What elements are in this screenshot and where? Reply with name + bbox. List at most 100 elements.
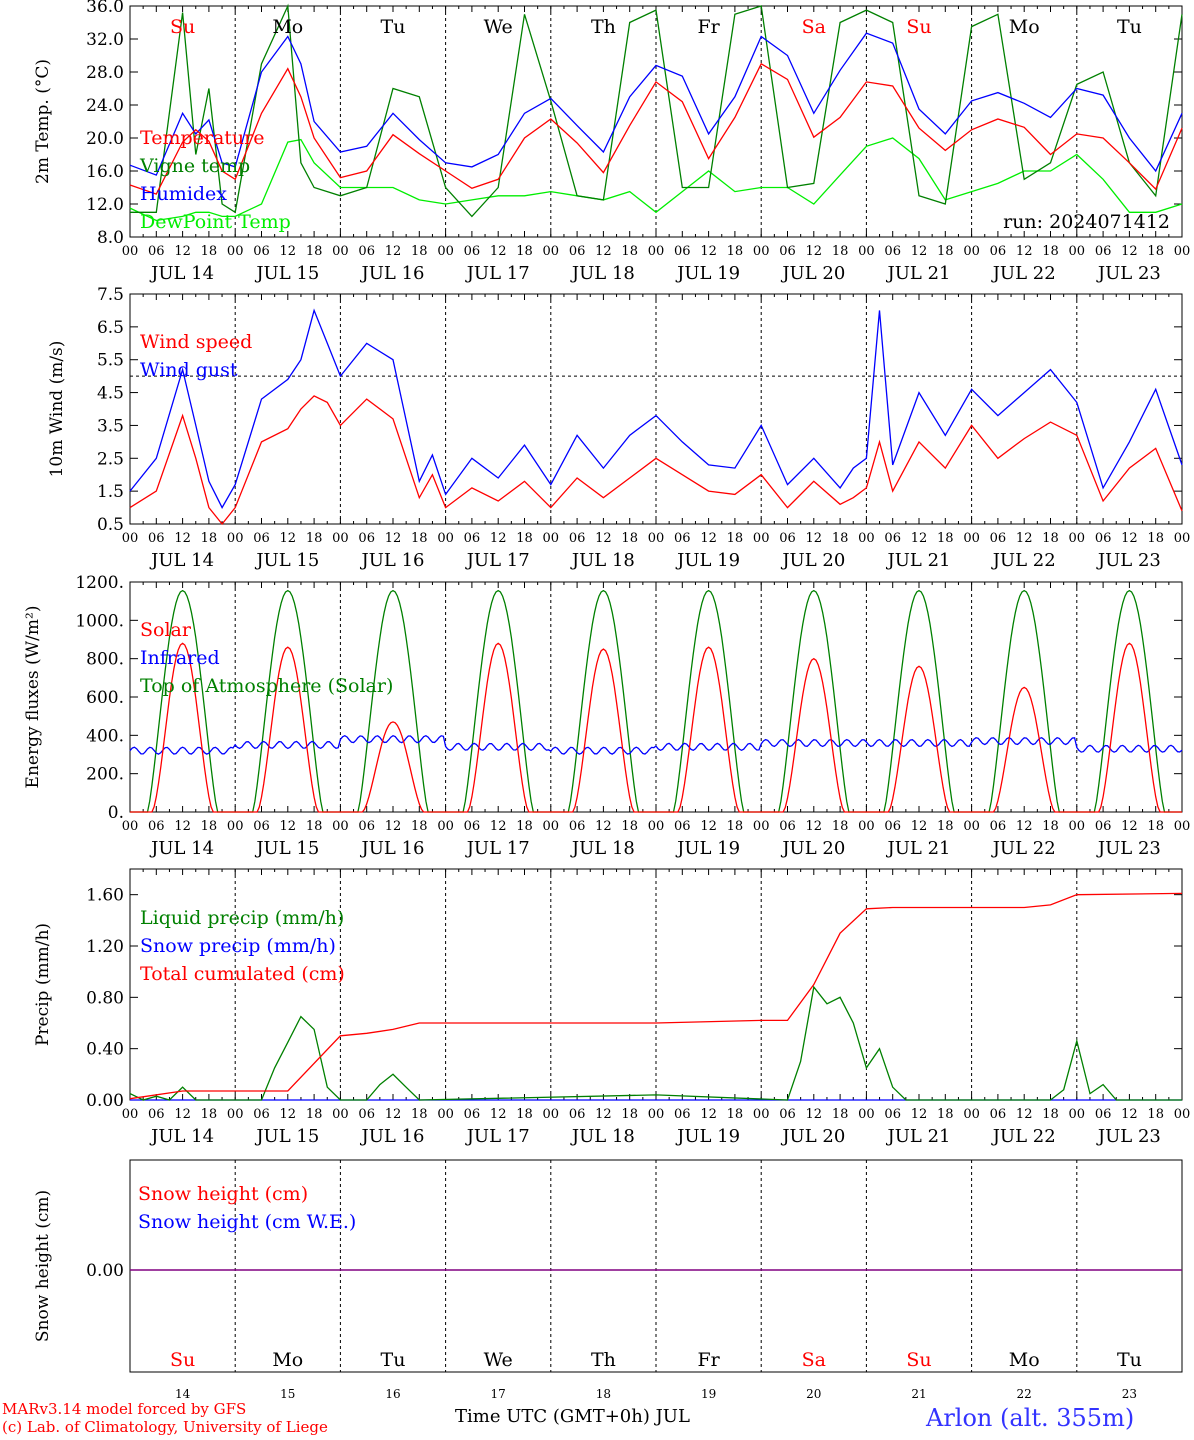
weekday-label: Fr (697, 1349, 720, 1371)
hour-tick-label: 18 (1042, 1107, 1059, 1122)
credit-line-2: (c) Lab. of Climatology, University of L… (2, 1418, 328, 1436)
hour-tick-label: 00 (858, 1107, 875, 1122)
weekday-label: Fr (697, 16, 720, 38)
hour-tick-label: 00 (1069, 819, 1086, 834)
vigne-temp-line (130, 3, 1183, 218)
day-number-label: 20 (806, 1387, 821, 1401)
weekday-label: Th (591, 16, 616, 38)
legend-entry: Top of Atmosphere (Solar) (140, 675, 393, 697)
y-tick-label: 0. (108, 803, 124, 823)
hour-tick-label: 18 (516, 531, 533, 546)
weekday-label: Su (906, 1349, 931, 1371)
hour-tick-label: 00 (858, 244, 875, 259)
hour-tick-label: 18 (937, 1107, 954, 1122)
hour-tick-label: 06 (884, 244, 901, 259)
hour-tick-label: 06 (884, 1107, 901, 1122)
weekday-label: Tu (381, 16, 406, 38)
day-label: JUL 22 (991, 1126, 1056, 1147)
y-tick-label: 0.00 (86, 1091, 124, 1111)
hour-tick-label: 00 (543, 819, 560, 834)
day-label: JUL 19 (675, 550, 740, 571)
day-label: JUL 20 (780, 838, 845, 859)
hour-tick-label: 18 (516, 244, 533, 259)
y-tick-label: 200. (86, 765, 124, 785)
hour-tick-label: 06 (358, 531, 375, 546)
weekday-label: We (484, 1349, 513, 1371)
solar-line (130, 642, 1182, 813)
hour-tick-label: 06 (1095, 531, 1112, 546)
legend-entry: Liquid precip (mm/h) (140, 907, 344, 929)
day-label: JUL 15 (254, 1126, 319, 1147)
hour-tick-label: 06 (569, 244, 586, 259)
hour-tick-label: 12 (490, 244, 507, 259)
hour-tick-label: 06 (779, 244, 796, 259)
day-label: JUL 21 (886, 1126, 951, 1147)
day-label: JUL 21 (886, 550, 951, 571)
hour-tick-label: 06 (569, 819, 586, 834)
hour-tick-label: 06 (358, 244, 375, 259)
hour-tick-label: 12 (1016, 531, 1033, 546)
hour-tick-label: 00 (332, 1107, 349, 1122)
hour-tick-label: 06 (148, 244, 165, 259)
hour-tick-label: 00 (437, 819, 454, 834)
hour-tick-label: 00 (543, 1107, 560, 1122)
hour-tick-label: 12 (700, 531, 717, 546)
hour-tick-label: 12 (595, 1107, 612, 1122)
weekday-label: Sa (802, 1349, 826, 1371)
legend-entry: Humidex (140, 183, 227, 205)
weekday-label: Su (906, 16, 931, 38)
hour-tick-label: 18 (411, 531, 428, 546)
hour-tick-label: 12 (806, 531, 823, 546)
day-label: JUL 15 (254, 263, 319, 284)
hour-tick-label: 18 (1042, 244, 1059, 259)
y-tick-label: 6.5 (97, 318, 124, 338)
hour-tick-label: 18 (1042, 531, 1059, 546)
day-label: JUL 20 (780, 263, 845, 284)
hour-tick-label: 12 (911, 1107, 928, 1122)
hour-tick-label: 00 (543, 531, 560, 546)
hour-tick-label: 06 (779, 1107, 796, 1122)
toa-solar-line (130, 589, 1182, 813)
day-label: JUL 20 (780, 1126, 845, 1147)
wind-speed-line (129, 395, 1183, 526)
y-axis-label: 2m Temp. (°C) (33, 59, 53, 184)
hour-tick-label: 00 (227, 531, 244, 546)
weekday-label: Mo (1009, 16, 1040, 38)
hour-tick-label: 12 (911, 819, 928, 834)
hour-tick-label: 18 (516, 819, 533, 834)
hour-tick-label: 00 (122, 1107, 139, 1122)
y-tick-label: 1.5 (97, 482, 124, 502)
hour-tick-label: 18 (832, 1107, 849, 1122)
hour-tick-label: 06 (1095, 1107, 1112, 1122)
day-number-label: 23 (1122, 1387, 1137, 1401)
hour-tick-label: 18 (1147, 244, 1164, 259)
hour-tick-label: 18 (306, 531, 323, 546)
day-label: JUL 15 (254, 550, 319, 571)
hour-tick-label: 06 (253, 244, 270, 259)
day-label: JUL 23 (1096, 550, 1161, 571)
y-tick-label: 400. (86, 726, 124, 746)
day-number-label: 16 (385, 1387, 400, 1401)
hour-tick-label: 00 (963, 244, 980, 259)
hour-tick-label: 00 (1174, 819, 1191, 834)
y-tick-label: 3.5 (97, 416, 124, 436)
day-label: JUL 17 (465, 263, 530, 284)
hour-tick-label: 00 (332, 819, 349, 834)
weekday-label: Su (170, 16, 195, 38)
day-label: JUL 15 (254, 838, 319, 859)
hour-tick-label: 00 (543, 244, 560, 259)
hour-tick-label: 00 (963, 531, 980, 546)
hour-tick-label: 12 (1121, 819, 1138, 834)
y-tick-label: 36.0 (86, 0, 124, 17)
weekday-label: Tu (1117, 1349, 1142, 1371)
hour-tick-label: 00 (753, 1107, 770, 1122)
day-number-label: 21 (911, 1387, 926, 1401)
hour-tick-label: 06 (990, 819, 1007, 834)
hour-tick-label: 06 (464, 531, 481, 546)
day-label: JUL 20 (780, 550, 845, 571)
hour-tick-label: 18 (937, 531, 954, 546)
liquid-precip-line (129, 985, 1182, 1101)
hour-tick-label: 12 (595, 819, 612, 834)
hour-tick-label: 12 (911, 244, 928, 259)
hour-tick-label: 18 (727, 244, 744, 259)
